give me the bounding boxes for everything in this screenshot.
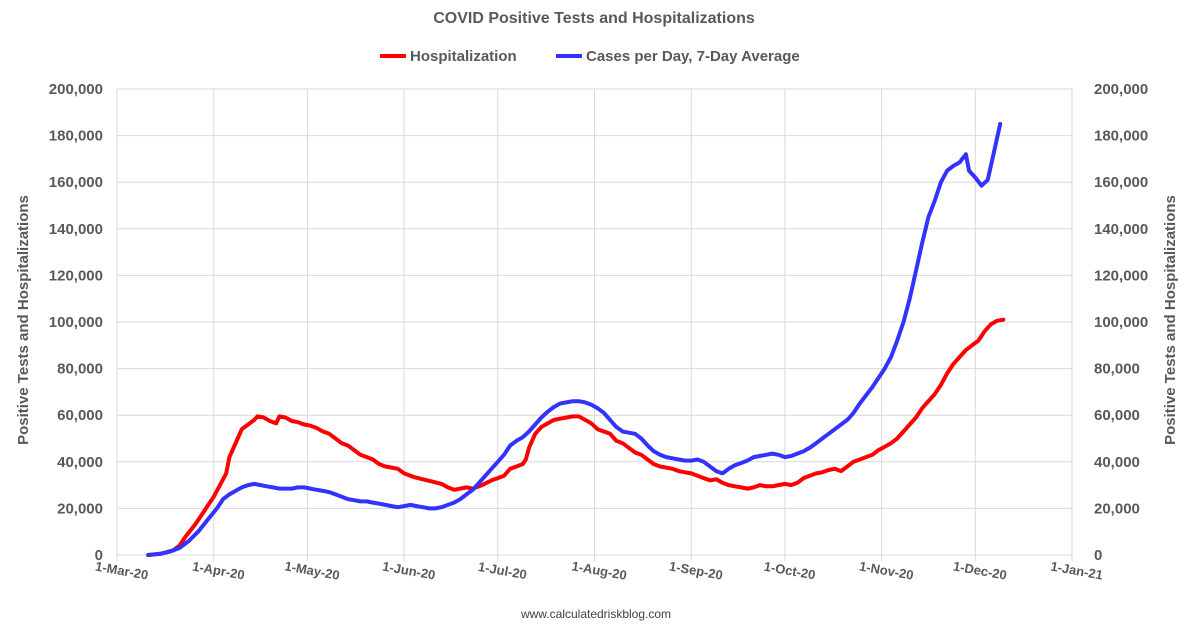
y-tick-label-left: 80,000	[57, 361, 103, 378]
y-tick-label-right: 0	[1094, 547, 1102, 564]
y-tick-label-left: 180,000	[49, 128, 103, 145]
x-tick-label: 1-Dec-20	[952, 558, 1008, 582]
y-axis-right-ticks: 0 20,000 40,000 60,000 80,000 100,000 120,000 1…	[1094, 81, 1148, 564]
gridlines	[116, 88, 1073, 561]
y-axis-left-label: Positive Tests and Hospitalizations	[15, 195, 32, 445]
legend: Hospitalization Cases per Day, 7-Day Ave…	[380, 48, 800, 65]
x-tick-label: 1-Aug-20	[571, 558, 628, 582]
y-tick-label-left: 100,000	[49, 314, 103, 331]
x-tick-label: 1-May-20	[283, 558, 340, 582]
x-tick-label: 1-Nov-20	[858, 558, 915, 582]
y-tick-label-right: 180,000	[1094, 128, 1148, 145]
x-tick-label: 1-Oct-20	[763, 559, 817, 583]
y-tick-label-right: 60,000	[1094, 407, 1140, 424]
y-tick-label-left: 0	[95, 547, 103, 564]
y-axis-right-label: Positive Tests and Hospitalizations	[1162, 195, 1179, 445]
series-lines	[146, 121, 1006, 557]
chart-title: COVID Positive Tests and Hospitalization…	[433, 10, 755, 27]
y-tick-label-left: 140,000	[49, 221, 103, 238]
y-tick-label-right: 140,000	[1094, 221, 1148, 238]
series-line-cases	[146, 121, 1003, 557]
x-tick-label: 1-Jun-20	[381, 559, 436, 583]
y-axis-left-ticks: 0 20,000 40,000 60,000 80,000 100,000 120,000 1…	[49, 81, 103, 564]
source-credit: www.calculatedriskblog.com	[520, 607, 671, 621]
series-line-hospitalization	[146, 317, 1006, 557]
legend-label-cases: Cases per Day, 7-Day Average	[586, 48, 800, 65]
x-axis-ticks: 1-Mar-20 1-Apr-20 1-May-20 1-Jun-20 1-Jul-20…	[94, 558, 1104, 582]
legend-label-hospitalization: Hospitalization	[410, 48, 517, 65]
y-tick-label-left: 40,000	[57, 454, 103, 471]
y-tick-label-left: 60,000	[57, 407, 103, 424]
y-tick-label-right: 100,000	[1094, 314, 1148, 331]
y-tick-label-left: 160,000	[49, 174, 103, 191]
y-tick-label-left: 200,000	[49, 81, 103, 98]
x-tick-label: 1-Sep-20	[668, 558, 724, 582]
y-tick-label-right: 160,000	[1094, 174, 1148, 191]
y-tick-label-right: 40,000	[1094, 454, 1140, 471]
y-tick-label-right: 20,000	[1094, 500, 1140, 517]
x-tick-label: 1-Jul-20	[477, 559, 528, 582]
y-tick-label-right: 120,000	[1094, 267, 1148, 284]
y-tick-label-right: 80,000	[1094, 361, 1140, 378]
y-tick-label-left: 20,000	[57, 500, 103, 517]
x-tick-label: 1-Apr-20	[191, 559, 246, 583]
x-tick-label: 1-Mar-20	[94, 559, 149, 583]
y-tick-label-left: 120,000	[49, 267, 103, 284]
y-tick-label-right: 200,000	[1094, 81, 1148, 98]
